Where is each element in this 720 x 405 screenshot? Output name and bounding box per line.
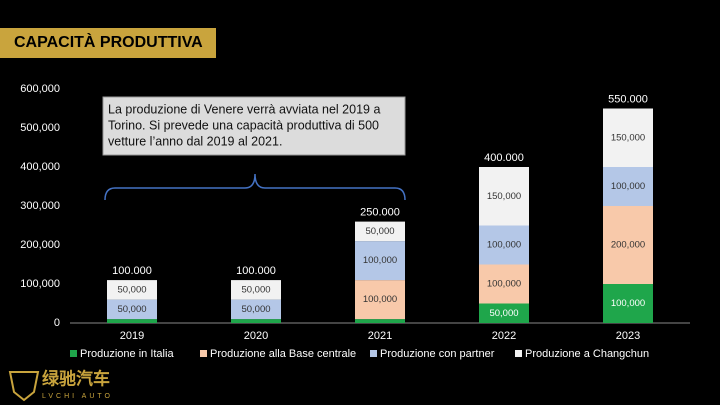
bar-segment (603, 206, 653, 284)
legend-swatch (70, 350, 77, 357)
value-label: 50,000 (365, 226, 394, 237)
legend-label: Produzione alla Base centrale (210, 348, 356, 360)
value-label: 50,000 (489, 308, 518, 319)
bar-segment (603, 167, 653, 206)
bar-segment (107, 319, 157, 323)
legend-label: Produzione in Italia (80, 348, 174, 360)
value-label: 150,000 (611, 132, 645, 143)
brace (104, 173, 406, 201)
bar-segment (479, 225, 529, 265)
title-bar (0, 28, 216, 58)
bar-segment (355, 319, 405, 323)
x-tick-label: 2019 (120, 330, 144, 342)
bar-segment (603, 108, 653, 167)
x-tick-label: 2023 (616, 330, 640, 342)
bar-segment (479, 167, 529, 226)
value-label: 50,000 (117, 284, 146, 295)
y-tick-label: 500,000 (20, 122, 60, 134)
bar-segment (107, 280, 157, 300)
bar-segment (355, 221, 405, 242)
bar-segment (603, 284, 653, 323)
bar-segment (479, 303, 529, 323)
bar-segment (107, 299, 157, 320)
value-label: 100,000 (363, 294, 397, 305)
value-label: 100,000 (611, 181, 645, 192)
logo-sub: LVCHI AUTO (42, 393, 113, 400)
logo-icon (8, 371, 40, 402)
legend-swatch (515, 350, 522, 357)
total-label: 400.000 (484, 152, 524, 164)
y-tick-label: 600,000 (20, 83, 60, 95)
value-label: 100,000 (487, 279, 521, 290)
total-label: 100.000 (236, 265, 276, 277)
y-tick-label: 200,000 (20, 239, 60, 251)
bar-segment (355, 241, 405, 281)
bar-segment (231, 319, 281, 323)
annotation-line: vetture l’anno dal 2019 al 2021. (108, 134, 282, 148)
x-tick-label: 2021 (368, 330, 392, 342)
value-label: 50,000 (241, 284, 270, 295)
bar-segment (231, 299, 281, 320)
value-label: 50,000 (117, 304, 146, 315)
y-tick-label: 100,000 (20, 278, 60, 290)
total-label: 100.000 (112, 265, 152, 277)
value-label: 100,000 (487, 240, 521, 251)
value-label: 150,000 (487, 191, 521, 202)
bar-segment (231, 280, 281, 300)
annotation-box (102, 96, 406, 156)
legend-swatch (200, 350, 207, 357)
x-tick-label: 2022 (492, 330, 516, 342)
bar-segment (355, 280, 405, 320)
x-tick-label: 2020 (244, 330, 268, 342)
bar-segment (479, 264, 529, 304)
value-label: 200,000 (611, 240, 645, 251)
y-tick-label: 0 (54, 317, 60, 329)
slide-title: CAPACITÀ PRODUTTIVA (14, 32, 203, 51)
y-tick-label: 300,000 (20, 200, 60, 212)
legend-label: Produzione con partner (380, 348, 495, 360)
value-label: 100,000 (611, 298, 645, 309)
value-label: 100,000 (363, 255, 397, 266)
annotation-line: Torino. Si prevede una capacità produtti… (108, 118, 379, 132)
legend-swatch (370, 350, 377, 357)
legend-label: Produzione a Changchun (525, 348, 649, 360)
logo-name: 绿驰汽车 (42, 368, 110, 388)
y-tick-label: 400,000 (20, 161, 60, 173)
total-label: 250.000 (360, 207, 400, 219)
total-label: 550.000 (608, 93, 648, 105)
annotation-line: La produzione di Venere verrà avviata ne… (108, 102, 380, 116)
value-label: 50,000 (241, 304, 270, 315)
